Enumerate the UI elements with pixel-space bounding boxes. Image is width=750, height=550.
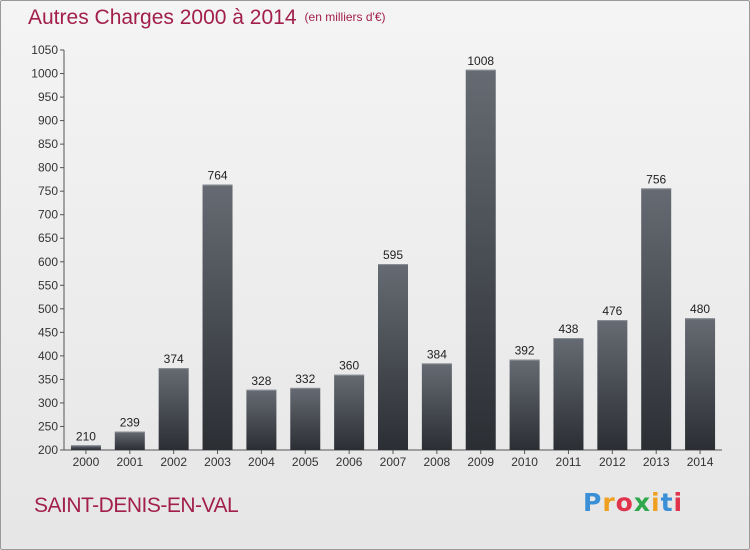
chart-title: Autres Charges 2000 à 2014 (en milliers d… [28, 6, 386, 30]
bar [465, 69, 496, 450]
y-tick-label: 1050 [31, 43, 58, 57]
y-tick-label: 850 [38, 137, 58, 151]
logo-letter: t [660, 488, 674, 517]
y-tick-label: 300 [38, 396, 58, 410]
x-tick-label: 2009 [467, 455, 494, 469]
y-tick-label: 600 [38, 255, 58, 269]
y-tick-label: 700 [38, 208, 58, 222]
bar-value-label: 438 [558, 322, 578, 336]
bar [685, 318, 716, 450]
y-tick-label: 650 [38, 231, 58, 245]
x-tick-label: 2011 [556, 455, 582, 469]
bar [597, 320, 628, 450]
logo-letter: P [583, 488, 603, 517]
x-tick-label: 2013 [643, 455, 670, 469]
x-tick-label: 2003 [204, 455, 231, 469]
bar-value-label: 476 [602, 304, 622, 318]
x-tick-label: 2000 [73, 455, 100, 469]
chart-title-text: Autres Charges 2000 à 2014 [28, 6, 297, 29]
x-tick-label: 2012 [599, 455, 626, 469]
proxiti-logo: Proxiti [583, 488, 683, 517]
bar [509, 359, 540, 450]
logo-letter: i [673, 488, 684, 517]
x-tick-label: 2005 [292, 455, 319, 469]
bar [334, 374, 365, 450]
y-tick-label: 400 [38, 349, 58, 363]
bar-value-label: 756 [646, 172, 666, 186]
bar-value-label: 764 [208, 169, 228, 183]
axes: 200 250 300 350 400 450 500 550 600 650 700 750 800 8… [31, 43, 722, 469]
bar-value-label: 239 [120, 416, 140, 430]
logo-letter: o [615, 488, 634, 517]
x-tick-label: 2008 [424, 455, 451, 469]
y-tick-label: 550 [38, 278, 58, 292]
x-tick-label: 2004 [248, 455, 275, 469]
y-tick-label: 1000 [31, 67, 58, 81]
x-tick-label: 2007 [380, 455, 407, 469]
bar-value-label: 374 [164, 352, 184, 366]
bar-value-label: 328 [251, 374, 271, 388]
y-tick-label: 900 [38, 114, 58, 128]
bar-value-label: 392 [515, 344, 535, 358]
x-tick-label: 2006 [336, 455, 363, 469]
y-tick-label: 350 [38, 372, 58, 386]
bar [70, 445, 101, 450]
bar [378, 264, 408, 450]
commune-name: SAINT-DENIS-EN-VAL [34, 494, 239, 517]
bars [70, 69, 716, 450]
bar-value-label: 1008 [467, 54, 494, 68]
x-tick-label: 2002 [160, 455, 187, 469]
bar-value-label: 480 [690, 302, 710, 316]
bar-value-label: 360 [339, 359, 359, 373]
x-tick-label: 2001 [116, 455, 143, 469]
bar-value-label: 595 [383, 248, 403, 262]
y-tick-label: 800 [38, 161, 58, 175]
x-tick-label: 2014 [687, 455, 714, 469]
chart-unit: (en milliers d'€) [304, 10, 386, 24]
logo-letter: r [602, 488, 616, 517]
bar [158, 368, 189, 450]
y-tick-label: 950 [38, 90, 58, 104]
bar-value-label: 210 [76, 429, 96, 443]
value-labels: 210 239 374 764 328 332 360 595 384 1008 392 438 476… [76, 54, 710, 444]
y-tick-label: 450 [38, 325, 58, 339]
bar [290, 387, 321, 450]
y-tick-label: 500 [38, 302, 58, 316]
y-tick-label: 250 [38, 419, 58, 433]
bar [114, 431, 145, 450]
y-tick-label: 200 [38, 443, 58, 457]
bar [421, 363, 452, 450]
logo-letter: x [633, 488, 651, 517]
bar [202, 184, 233, 450]
bar-value-label: 384 [427, 347, 447, 361]
bar [641, 188, 672, 450]
bar-value-label: 332 [295, 372, 315, 386]
logo-letter: i [651, 488, 661, 517]
y-tick-label: 750 [38, 184, 58, 198]
x-tick-label: 2010 [511, 455, 538, 469]
bar [553, 338, 584, 450]
bar [246, 389, 277, 450]
